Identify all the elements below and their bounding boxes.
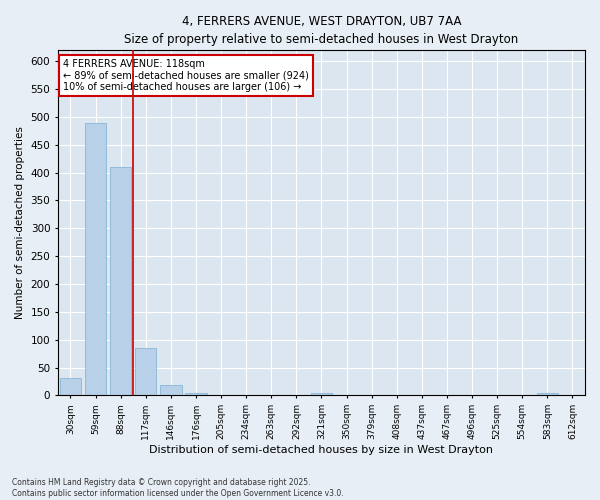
Bar — [85, 124, 106, 396]
Bar — [135, 348, 157, 396]
Bar — [185, 392, 206, 396]
Text: 4 FERRERS AVENUE: 118sqm
← 89% of semi-detached houses are smaller (924)
10% of : 4 FERRERS AVENUE: 118sqm ← 89% of semi-d… — [63, 58, 309, 92]
Bar — [110, 167, 131, 396]
Y-axis label: Number of semi-detached properties: Number of semi-detached properties — [15, 126, 25, 319]
Title: 4, FERRERS AVENUE, WEST DRAYTON, UB7 7AA
Size of property relative to semi-detac: 4, FERRERS AVENUE, WEST DRAYTON, UB7 7AA… — [124, 15, 518, 46]
Bar — [60, 378, 81, 396]
Bar — [160, 386, 182, 396]
Text: Contains HM Land Registry data © Crown copyright and database right 2025.
Contai: Contains HM Land Registry data © Crown c… — [12, 478, 344, 498]
Bar — [536, 392, 558, 396]
X-axis label: Distribution of semi-detached houses by size in West Drayton: Distribution of semi-detached houses by … — [149, 445, 493, 455]
Bar — [311, 392, 332, 396]
